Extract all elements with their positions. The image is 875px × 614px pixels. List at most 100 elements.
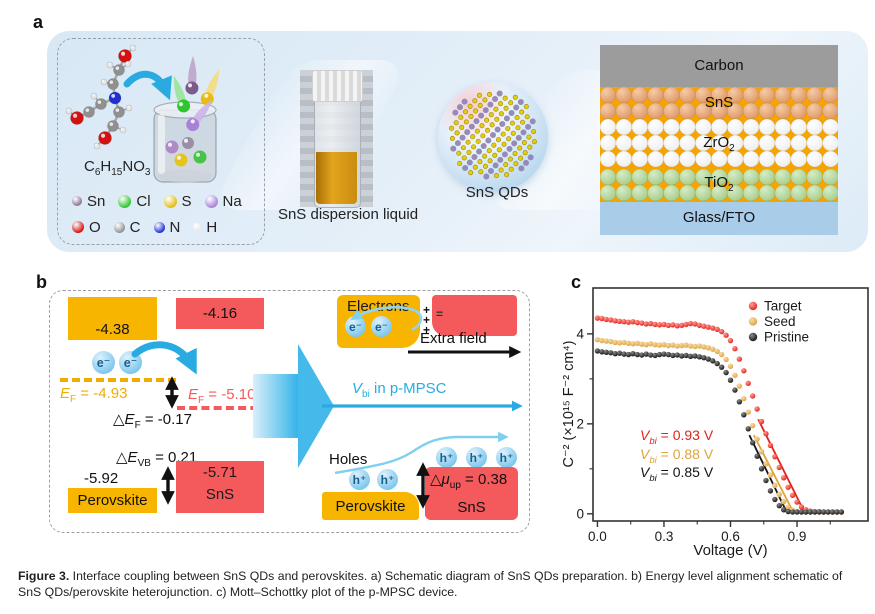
- y-tick-label: 0: [576, 506, 584, 521]
- hole-circle: h⁺: [496, 447, 517, 468]
- atom-legend-item: O: [72, 219, 101, 236]
- ions-in-beaker: [165, 137, 207, 167]
- x-tick-label: 0.3: [655, 529, 674, 544]
- cb-sns-box: -4.16: [176, 298, 264, 329]
- perovskite-label: Perovskite: [77, 492, 148, 509]
- layer-glass-fto: [600, 202, 838, 235]
- formula-part: H: [100, 158, 112, 175]
- panel-b-label: b: [36, 272, 47, 292]
- x-tick-label: 0.0: [588, 529, 607, 544]
- ion-comet: [185, 56, 199, 95]
- formula-sub: 6: [94, 167, 101, 178]
- electrons-label: Electrons: [347, 298, 410, 315]
- atom-symbol: O: [89, 218, 101, 236]
- holes-label: Holes: [329, 451, 368, 468]
- legend-marker: [748, 301, 758, 311]
- atom-symbol: H: [206, 218, 218, 236]
- mix-arrow: [123, 70, 172, 101]
- formula-part: C: [84, 158, 95, 175]
- panel-b-dashed-box: [49, 290, 530, 533]
- atom-legend: Sn Cl S Na O C N H: [72, 188, 252, 240]
- atom-dot-cl: [118, 194, 132, 208]
- atom-legend-item: S: [163, 192, 192, 210]
- cb-sns-value: -4.16: [202, 305, 238, 322]
- atom-symbol: C: [129, 218, 141, 236]
- vial-liquid: [316, 152, 357, 204]
- x-tick-label: 0.9: [788, 529, 807, 544]
- y-tick-label: 4: [576, 326, 584, 341]
- caption-text: Interface coupling between SnS QDs and p…: [18, 569, 843, 600]
- atom-dot-s: [163, 194, 177, 208]
- electron-circle: e⁻: [92, 351, 115, 374]
- vbi-annotation: Vbi = 0.85 V: [640, 464, 714, 484]
- atom-legend-item: Cl: [118, 193, 151, 210]
- atom-symbol: Na: [222, 192, 242, 210]
- legend-marker: [748, 332, 758, 342]
- delta-mu-label: △μup = 0.38: [430, 471, 508, 491]
- series-pristine: [594, 348, 845, 515]
- vial-label: SnS dispersion liquid: [277, 206, 419, 223]
- ef-perovskite-line: [60, 378, 176, 382]
- atom-dot-n: [153, 221, 165, 233]
- panel-c-label: c: [571, 272, 582, 292]
- panel-a-label: a: [33, 12, 44, 32]
- formula-part: NO: [122, 158, 145, 175]
- delta-ef-label: △EF = -0.17: [113, 411, 192, 431]
- cb-perovskite-value: -4.38: [95, 321, 130, 338]
- ion-comet: [186, 99, 213, 132]
- molecule-graphic: [65, 44, 137, 150]
- vbi-annotation: Vbi = 0.88 V: [640, 445, 714, 466]
- ion-comets: [173, 56, 220, 132]
- atom-symbol: N: [169, 218, 181, 236]
- molecule-formula: C6H15NO3: [84, 158, 150, 178]
- atom-legend-item: Na: [204, 192, 242, 210]
- vbi-annotation: Vbi = 0.93 V: [640, 427, 714, 447]
- electron-circle: e⁻: [119, 351, 142, 374]
- cb-perovskite-box: -4.38: [68, 297, 157, 340]
- vbi-label: Vbi in p-MPSC: [352, 380, 447, 400]
- vb-sns-box: -5.71 SnS: [176, 461, 264, 513]
- sns-label: SnS: [205, 486, 235, 503]
- hole-circle: h⁺: [436, 447, 457, 468]
- atom-dot-o: [72, 221, 84, 233]
- perovskite-label: Perovskite: [335, 497, 406, 515]
- sphere-rows: [599, 86, 839, 202]
- extra-field-label: Extra field: [420, 330, 487, 347]
- atom-dot-h: [193, 223, 202, 231]
- layer-label-glass: Glass/FTO: [682, 209, 756, 226]
- atom-legend-item: N: [153, 218, 181, 236]
- precursor-dashed-box: [57, 38, 265, 245]
- hole-circle: h⁺: [466, 447, 487, 468]
- layer-label-carbon: Carbon: [694, 57, 744, 74]
- layer-label-tio2: TiO2: [704, 174, 734, 194]
- minus-charges: =: [436, 307, 444, 321]
- field-sns-box: =: [432, 295, 517, 336]
- caption-label: Figure 3.: [18, 569, 70, 583]
- vb-perovskite-box: Perovskite: [68, 488, 157, 513]
- atom-legend-item: Sn: [72, 193, 105, 210]
- legend-label: Target: [764, 299, 802, 314]
- atom-legend-item: C: [113, 218, 141, 236]
- panel-c: c 0.0 0.3 0.6 0.9 0 2 4 Target Seed Pristine Volta…: [561, 268, 875, 568]
- x-tick-label: 0.6: [721, 529, 740, 544]
- qd-dots: [449, 90, 537, 180]
- qd-sphere: [438, 82, 548, 192]
- ef-sns-label: EF = -5.10: [188, 386, 256, 406]
- x-axis-label: Voltage (V): [693, 542, 767, 559]
- atom-legend-row1: Sn Cl S Na: [72, 188, 252, 214]
- legend-marker: [748, 317, 758, 326]
- precursor-graphic: [65, 44, 220, 183]
- ion-comet: [173, 75, 191, 113]
- legend-label: Seed: [764, 314, 796, 329]
- layer-label-sns: SnS: [704, 94, 734, 111]
- atom-dot-na: [204, 194, 218, 208]
- sns-label: SnS: [457, 499, 486, 516]
- hole-circle: h⁺: [377, 469, 398, 490]
- perovskite-box-right: Perovskite: [322, 492, 419, 520]
- formula-sub: 3: [144, 167, 151, 178]
- layer-label-zro2: ZrO2: [703, 134, 735, 154]
- ef-sns-line: [177, 406, 295, 410]
- ion-comet: [200, 69, 220, 106]
- atom-symbol: S: [181, 192, 192, 210]
